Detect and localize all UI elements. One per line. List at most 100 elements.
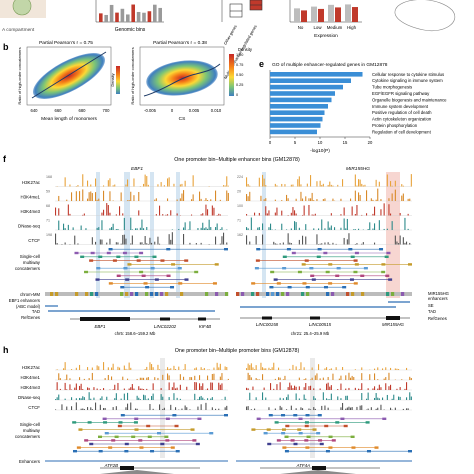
track-peak <box>91 367 93 370</box>
track-peak <box>263 368 265 370</box>
track-peak <box>99 404 101 410</box>
concatemer-fragment <box>192 439 197 442</box>
track-peak <box>152 408 154 410</box>
track-peak <box>393 394 395 400</box>
track-peak <box>364 184 366 187</box>
track-peak <box>390 384 392 390</box>
panel-letter-b: b <box>3 42 9 52</box>
track-peak <box>75 398 77 400</box>
concatemer-fragment <box>298 417 303 420</box>
track-peak <box>191 214 193 216</box>
track-peak <box>207 388 209 390</box>
track-peak <box>289 242 291 245</box>
track-peak <box>250 409 252 410</box>
track-peak <box>300 407 302 410</box>
track-label: H3K27ac <box>22 180 41 185</box>
track-peak <box>111 376 113 380</box>
concatemer-fragment <box>134 428 139 431</box>
concatemer-fragment <box>133 421 138 424</box>
track-peak <box>276 384 278 390</box>
track-peak <box>82 389 84 390</box>
track-peak <box>203 367 205 370</box>
track-peak <box>353 229 355 230</box>
concatemer-fragment <box>72 450 77 453</box>
concatemer-fragment <box>138 439 143 442</box>
concatemer-fragment <box>89 259 94 262</box>
track-peak <box>184 180 186 187</box>
go-x-tick: 15 <box>343 140 348 145</box>
track-peak <box>127 179 129 187</box>
track-peak <box>167 214 169 216</box>
concatemer-fragment <box>157 432 162 435</box>
track-peak <box>176 397 178 400</box>
track-peak <box>268 210 270 216</box>
go-bar <box>270 123 321 128</box>
track-peak <box>160 388 162 390</box>
track-peak <box>258 227 260 230</box>
concatemer-fragment <box>74 251 79 255</box>
track-peak <box>266 213 268 216</box>
legend-title: Density <box>238 47 253 52</box>
concatemer-fragment <box>304 259 309 262</box>
track-peak <box>265 206 267 216</box>
concatemer-fragment <box>273 278 278 281</box>
track-peak <box>316 181 318 187</box>
track-peak <box>265 397 267 400</box>
concatemer-fragment <box>76 446 81 449</box>
track-peak <box>268 367 270 370</box>
track-peak <box>284 184 286 187</box>
h-zoom-triangle-right <box>280 470 356 474</box>
track-peak <box>263 199 265 201</box>
track-peak <box>402 237 404 245</box>
highlight-strip <box>262 172 266 298</box>
track-peak <box>211 205 213 216</box>
track-peak <box>255 377 257 380</box>
track-peak <box>340 214 342 216</box>
track-peak <box>247 228 249 230</box>
expression-bar-red <box>318 8 324 22</box>
expression-bars <box>294 4 358 23</box>
track-peak <box>219 376 221 380</box>
track-peak <box>390 213 392 216</box>
track-peak <box>95 402 97 410</box>
concatemer-fragment <box>145 286 150 289</box>
concatemer-fragment <box>331 439 336 442</box>
track-peak <box>356 205 358 216</box>
enhancer-segment <box>130 292 134 296</box>
track-peak <box>114 398 116 400</box>
track-peak <box>286 397 288 400</box>
density-cloud <box>146 60 218 96</box>
track-peak <box>370 198 372 201</box>
track-peak <box>211 407 213 410</box>
track-peak <box>144 368 146 370</box>
track-peak <box>64 382 66 390</box>
track-peak <box>374 373 376 380</box>
concatemer-fragment <box>366 450 371 453</box>
track-peak <box>316 199 318 201</box>
x-tick: 680 <box>79 108 87 113</box>
track-peak <box>215 236 217 245</box>
track-peak <box>139 242 141 245</box>
concatemer-fragment <box>78 428 83 431</box>
track-peak <box>263 387 265 390</box>
concatemer-fragment <box>106 251 111 255</box>
track-peak <box>143 394 145 400</box>
concatemer-fragment <box>165 417 170 420</box>
track-peak <box>396 368 398 370</box>
concatemer-fragment <box>353 259 358 262</box>
track-peak <box>391 193 393 201</box>
concatemer-fragment <box>316 255 321 258</box>
track-peak <box>356 243 358 245</box>
track-peak <box>207 228 209 230</box>
track-peak <box>298 176 300 187</box>
concatemer-fragment <box>212 282 217 285</box>
go-bar <box>270 72 363 77</box>
category-other: Other genes <box>223 24 238 46</box>
track-peak <box>200 386 202 390</box>
enhancer-segment <box>90 292 94 296</box>
track-peak <box>175 369 177 370</box>
concatemer-fragment <box>350 435 355 438</box>
track-peak <box>219 214 221 216</box>
track-peak <box>247 388 249 390</box>
box-other-genes <box>229 3 243 18</box>
